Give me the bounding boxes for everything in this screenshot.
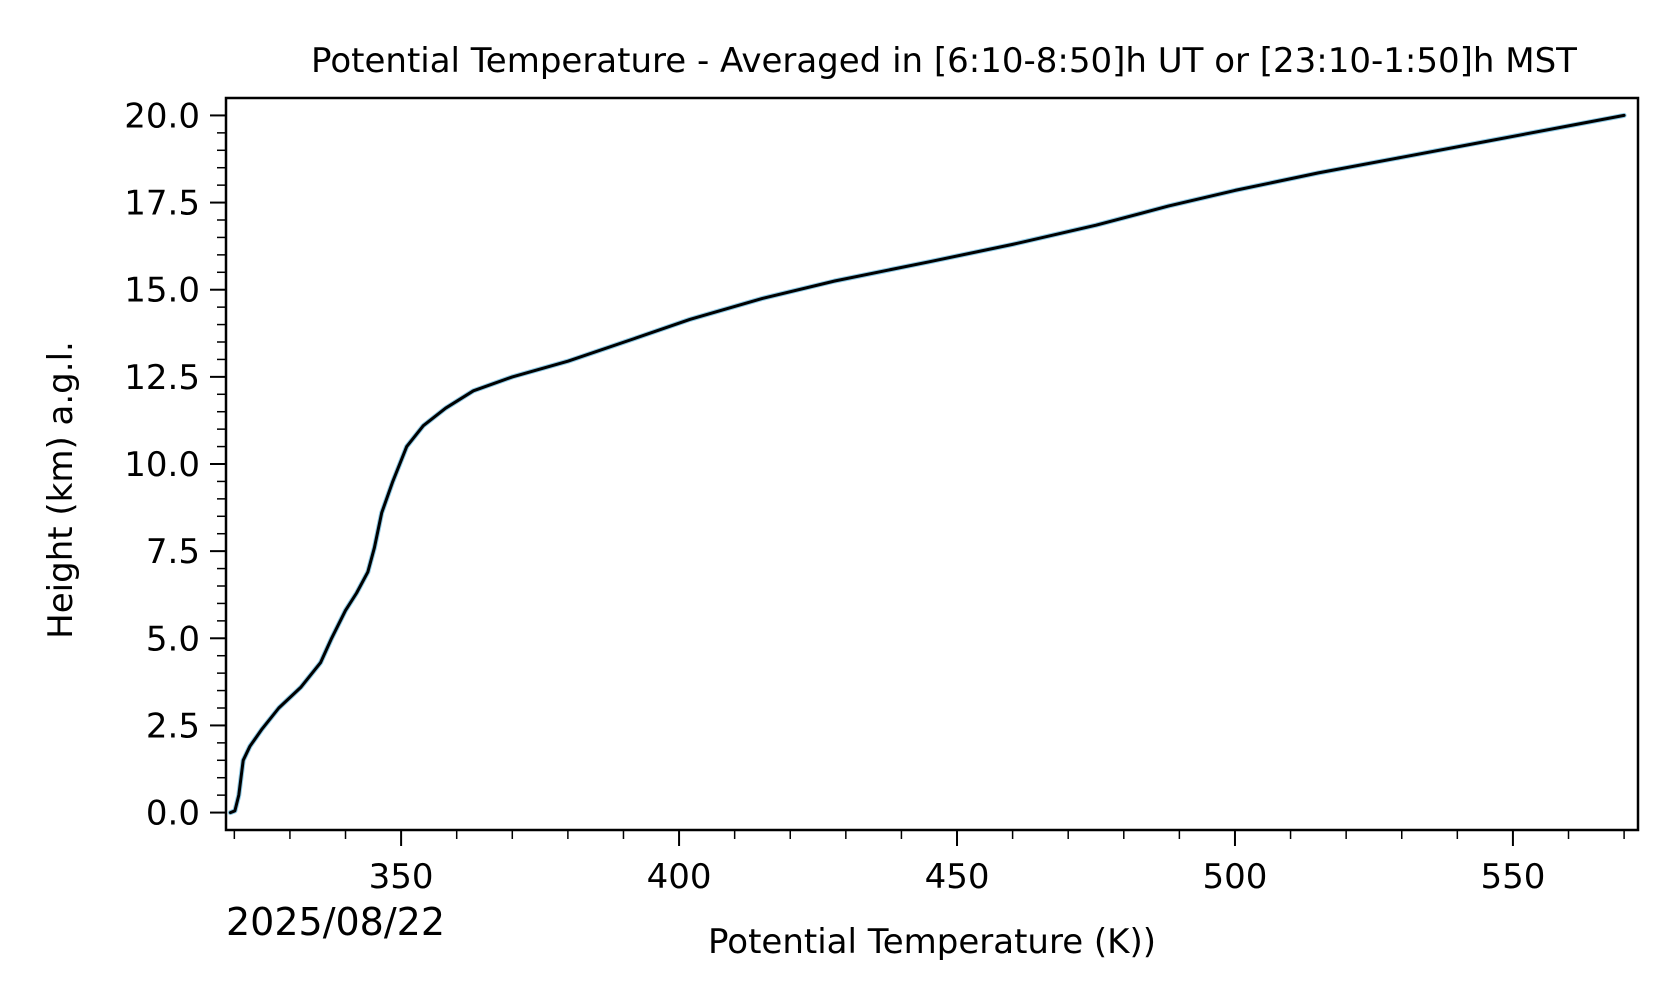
y-tick-label: 5.0	[146, 619, 200, 659]
x-tick-label: 550	[1480, 857, 1545, 897]
date-label: 2025/08/22	[226, 900, 445, 944]
x-axis-label: Potential Temperature (K))	[708, 922, 1156, 962]
x-tick-label: 350	[369, 857, 434, 897]
chart-title: Potential Temperature - Averaged in [6:1…	[311, 41, 1577, 81]
x-tick-label: 450	[925, 857, 990, 897]
y-tick-label: 10.0	[124, 445, 200, 485]
y-axis: 0.0 2.5 5.0 7.5 10.0 12.5 15.0 17.5 20.0	[124, 96, 226, 834]
y-tick-label: 20.0	[124, 96, 200, 136]
y-tick-label: 7.5	[146, 532, 200, 572]
potential-temperature-line	[228, 113, 1626, 815]
x-tick-label: 400	[647, 857, 712, 897]
y-tick-label: 2.5	[146, 706, 200, 746]
y-tick-label: 12.5	[124, 358, 200, 398]
x-axis: 350 400 450 500 550	[233, 830, 1625, 897]
y-tick-label: 15.0	[124, 271, 200, 311]
plot-frame	[224, 96, 1640, 832]
y-tick-label: 0.0	[146, 794, 200, 834]
plot-area	[227, 112, 1627, 816]
y-tick-label: 17.5	[124, 184, 200, 224]
y-axis-label: Height (km) a.g.l.	[41, 341, 81, 639]
x-tick-label: 500	[1203, 857, 1268, 897]
series-shadow-line	[227, 112, 1627, 816]
